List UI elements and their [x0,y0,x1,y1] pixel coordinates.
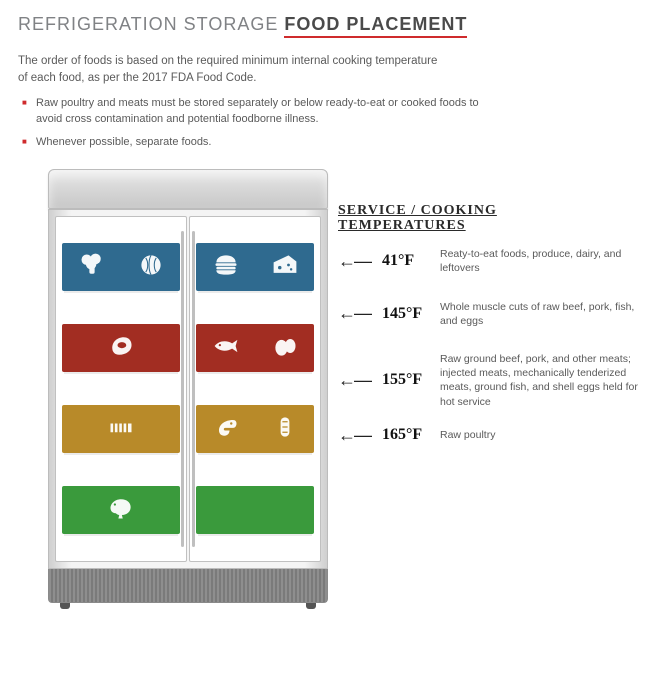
legend-heading: SERVICE / COOKING TEMPERATURES [338,203,648,234]
arrow-icon: ←— [338,425,372,446]
poultry-icon [107,494,135,527]
temp-value: 165°F [382,426,430,444]
door-handle-icon [181,231,184,547]
shelf-1-right [196,243,314,291]
fridge-feet [48,603,328,609]
burger-icon [212,251,240,284]
ribs-icon [107,413,135,446]
arrow-icon: ←— [338,303,372,324]
temp-desc: Raw ground beef, pork, and other meats; … [440,352,648,409]
shelf-4-right [196,486,314,534]
arrow-icon: ←— [338,251,372,272]
cheese-icon [271,251,299,284]
legend-heading-line1: SERVICE / COOKING [338,203,497,218]
temp-value: 41°F [382,252,430,270]
shelf-3-right [196,405,314,453]
page-title: REFRIGERATION STORAGE FOOD PLACEMENT [18,14,632,35]
fridge [48,169,328,609]
sausage-icon [271,413,299,446]
fridge-door-left [55,216,187,562]
title-prefix: REFRIGERATION STORAGE [18,14,284,34]
temp-value: 155°F [382,371,430,389]
fridge-vent-base [48,569,328,603]
legend-row: ←— 155°F Raw ground beef, pork, and othe… [338,352,648,409]
fridge-header-panel [48,169,328,209]
legend-row: ←— 41°F Reaty-to-eat foods, produce, dai… [338,247,648,275]
legend-row: ←— 145°F Whole muscle cuts of raw beef, … [338,300,648,328]
intro-text: The order of foods is based on the requi… [18,53,448,86]
shelf-1-left [62,243,180,291]
eggs-icon [271,332,299,365]
shelf-3-left [62,405,180,453]
shelf-2-right [196,324,314,372]
bullet-item: Raw poultry and meats must be stored sep… [22,96,492,127]
legend-row: ←— 165°F Raw poultry [338,425,648,446]
title-bold: FOOD PLACEMENT [284,14,467,38]
legend-heading-line2: TEMPERATURES [338,218,466,233]
diagram-stage: SERVICE / COOKING TEMPERATURES ←— 41°F R… [18,169,632,649]
fish-icon [212,332,240,365]
door-handle-icon [192,231,195,547]
steak-icon [107,332,135,365]
cabbage-icon [137,251,165,284]
shelf-2-left [62,324,180,372]
shelf-4-left [62,486,180,534]
shrimp-icon [212,413,240,446]
fridge-door-right [189,216,321,562]
temp-desc: Whole muscle cuts of raw beef, pork, fis… [440,300,648,328]
bullet-item: Whenever possible, separate foods. [22,135,492,150]
broccoli-icon [78,251,106,284]
arrow-icon: ←— [338,370,372,391]
temperature-legend: SERVICE / COOKING TEMPERATURES ←— 41°F R… [338,203,648,470]
fridge-body [48,209,328,569]
temp-desc: Reaty-to-eat foods, produce, dairy, and … [440,247,648,275]
temp-value: 145°F [382,305,430,323]
temp-desc: Raw poultry [440,428,648,442]
bullet-list: Raw poultry and meats must be stored sep… [22,96,492,150]
